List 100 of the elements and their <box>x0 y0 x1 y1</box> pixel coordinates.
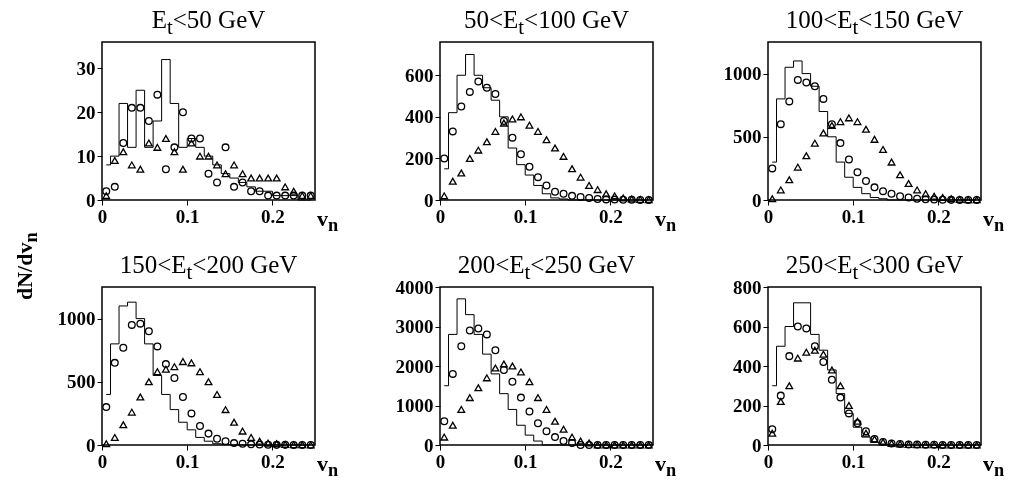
point <box>119 148 128 156</box>
point <box>465 87 474 96</box>
point <box>144 327 153 336</box>
point <box>255 187 264 196</box>
point <box>576 173 585 181</box>
point <box>508 133 517 142</box>
point <box>136 165 145 173</box>
point <box>136 319 145 328</box>
point <box>474 146 483 154</box>
point <box>921 190 930 198</box>
point <box>491 89 500 98</box>
point <box>482 330 491 339</box>
point <box>551 417 560 425</box>
y-tick-label: 600 <box>733 316 762 337</box>
point <box>802 324 811 333</box>
point <box>836 393 845 402</box>
point <box>289 191 298 200</box>
point <box>448 421 457 429</box>
point <box>272 191 281 200</box>
point <box>187 134 196 143</box>
point <box>896 171 905 179</box>
point <box>913 194 922 203</box>
point <box>559 425 568 433</box>
point <box>102 403 111 412</box>
y-tick-label: 20 <box>76 101 96 123</box>
point <box>768 164 777 173</box>
point <box>576 437 585 445</box>
point <box>272 174 281 182</box>
point <box>144 117 153 125</box>
point <box>844 409 853 418</box>
y-tick-label: 4000 <box>395 276 434 298</box>
point <box>602 195 611 204</box>
point <box>793 354 802 362</box>
y-tick-label: 200 <box>405 147 434 169</box>
point <box>195 134 204 143</box>
x-axis-title: v$_{n}$ <box>983 206 1005 237</box>
point <box>187 359 196 367</box>
x-tick-label: 0.1 <box>175 205 200 227</box>
point <box>110 358 119 367</box>
point <box>213 434 222 443</box>
point <box>281 191 290 200</box>
point <box>110 433 119 441</box>
point <box>213 390 222 398</box>
point <box>127 320 136 329</box>
point <box>516 393 525 402</box>
point <box>221 143 230 152</box>
point <box>247 187 256 196</box>
point <box>525 407 534 416</box>
point <box>930 195 939 204</box>
y-tick-label: 3000 <box>395 316 434 337</box>
point <box>819 350 828 358</box>
y-tick-label: 800 <box>733 276 762 298</box>
point <box>887 189 896 198</box>
point <box>819 358 828 367</box>
point <box>853 168 862 177</box>
point <box>499 365 508 374</box>
x-axis-title: v$_{n}$ <box>317 451 339 482</box>
y-tick-label: 600 <box>405 64 434 86</box>
point <box>144 378 153 386</box>
point <box>585 193 594 202</box>
point <box>776 186 785 194</box>
point <box>247 174 256 182</box>
point <box>802 78 811 87</box>
point <box>161 360 170 369</box>
point <box>861 125 870 133</box>
point <box>844 401 853 410</box>
point <box>836 139 845 148</box>
y-tick-label: 0 <box>86 189 96 211</box>
point <box>785 176 794 184</box>
point <box>533 127 542 135</box>
point <box>861 177 870 186</box>
point <box>170 363 179 371</box>
point <box>810 346 819 354</box>
point <box>187 139 196 147</box>
point <box>161 365 170 373</box>
point <box>827 366 836 374</box>
y-tick-label: 500 <box>733 126 762 148</box>
point <box>457 342 466 351</box>
point <box>238 170 247 178</box>
point <box>508 377 517 386</box>
point <box>255 437 264 445</box>
point <box>785 97 794 106</box>
point <box>568 165 577 173</box>
point <box>136 103 145 112</box>
point <box>568 191 577 200</box>
point <box>448 369 457 378</box>
point <box>178 108 187 117</box>
point <box>204 378 213 386</box>
point <box>768 429 777 437</box>
point <box>153 368 162 376</box>
point <box>836 382 845 390</box>
point <box>247 433 256 441</box>
x-tick-label: 0.1 <box>175 450 200 472</box>
point <box>221 437 230 446</box>
point <box>559 152 568 160</box>
point <box>542 427 551 436</box>
point <box>448 177 457 185</box>
point <box>213 178 222 187</box>
point <box>230 182 239 191</box>
point <box>119 421 128 429</box>
